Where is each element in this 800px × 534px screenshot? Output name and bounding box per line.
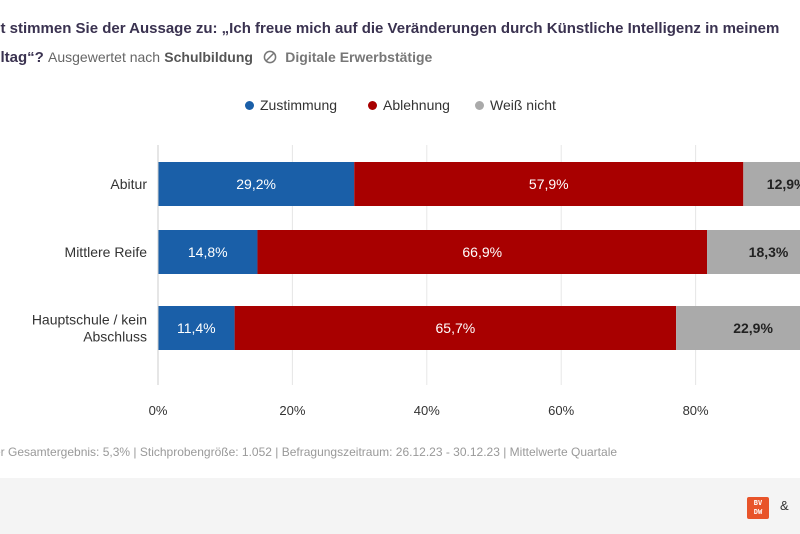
data-label: 14,8% bbox=[188, 244, 228, 260]
bar-segment bbox=[354, 162, 744, 206]
evaluated-by-value[interactable]: Schulbildung bbox=[164, 49, 253, 65]
chart-legend: Zustimmung Ablehnung Weiß nicht bbox=[0, 97, 800, 117]
footer-ampersand: & bbox=[780, 498, 789, 513]
legend-label-zustimmung: Zustimmung bbox=[260, 97, 338, 113]
data-label: 11,4% bbox=[177, 320, 216, 336]
legend-marker-weiss-nicht bbox=[475, 100, 484, 110]
filter-icon[interactable] bbox=[263, 50, 277, 64]
legend-item-weiss-nicht[interactable]: Weiß nicht bbox=[475, 97, 556, 113]
legend-marker-zustimmung bbox=[245, 100, 254, 110]
bar-segment bbox=[158, 230, 258, 274]
category-label: Hauptschule / kein bbox=[32, 312, 147, 328]
brand-logo[interactable]: BV DW bbox=[747, 497, 769, 519]
data-label: 66,9% bbox=[462, 244, 502, 260]
bar-segment bbox=[234, 306, 677, 350]
bar-segment bbox=[158, 162, 355, 206]
x-tick-label: 60% bbox=[548, 403, 574, 418]
bar-segment bbox=[707, 230, 800, 274]
data-label: 18,3% bbox=[749, 244, 789, 260]
data-label: 12,9% bbox=[767, 176, 800, 192]
category-label: Abitur bbox=[110, 176, 147, 192]
x-tick-label: 0% bbox=[149, 403, 168, 418]
x-tick-label: 80% bbox=[683, 403, 709, 418]
title-line-2-text: alltag“? bbox=[0, 49, 44, 66]
legend-marker-ablehnung bbox=[368, 100, 377, 110]
data-label: 57,9% bbox=[529, 176, 569, 192]
bar-segment bbox=[158, 306, 235, 350]
category-label: Mittlere Reife bbox=[65, 244, 148, 260]
legend-label-weiss-nicht: Weiß nicht bbox=[490, 97, 556, 113]
x-tick-label: 20% bbox=[279, 403, 305, 418]
category-label: Abschluss bbox=[83, 329, 147, 345]
footer-band bbox=[0, 478, 800, 534]
footer-note: er Gesamtergebnis: 5,3% | Stichprobengrö… bbox=[0, 445, 618, 459]
data-label: 22,9% bbox=[733, 320, 773, 336]
bar-segment bbox=[676, 306, 800, 350]
chart-title: eit stimmen Sie der Aussage zu: „Ich fre… bbox=[0, 14, 800, 72]
legend-label-ablehnung: Ablehnung bbox=[383, 97, 450, 113]
stacked-bar-chart: 0% 20% 40% 60% 80% Abitur Mittlere Reife Haupts… bbox=[32, 145, 800, 418]
title-line-1: eit stimmen Sie der Aussage zu: „Ich fre… bbox=[0, 20, 780, 37]
filter-label[interactable]: Digitale Erwerbstätige bbox=[285, 49, 433, 65]
title-line-2: alltag“? Ausgewertet nach Schulbildung D… bbox=[0, 43, 800, 72]
legend-item-ablehnung[interactable]: Ablehnung bbox=[368, 97, 450, 113]
legend-item-zustimmung[interactable]: Zustimmung bbox=[245, 97, 337, 113]
data-label: 65,7% bbox=[436, 320, 476, 336]
evaluated-by-prefix: Ausgewertet nach bbox=[48, 49, 161, 65]
bar-segment bbox=[257, 230, 708, 274]
x-tick-label: 40% bbox=[414, 403, 440, 418]
data-label: 29,2% bbox=[236, 176, 276, 192]
bar-segment bbox=[743, 162, 800, 206]
